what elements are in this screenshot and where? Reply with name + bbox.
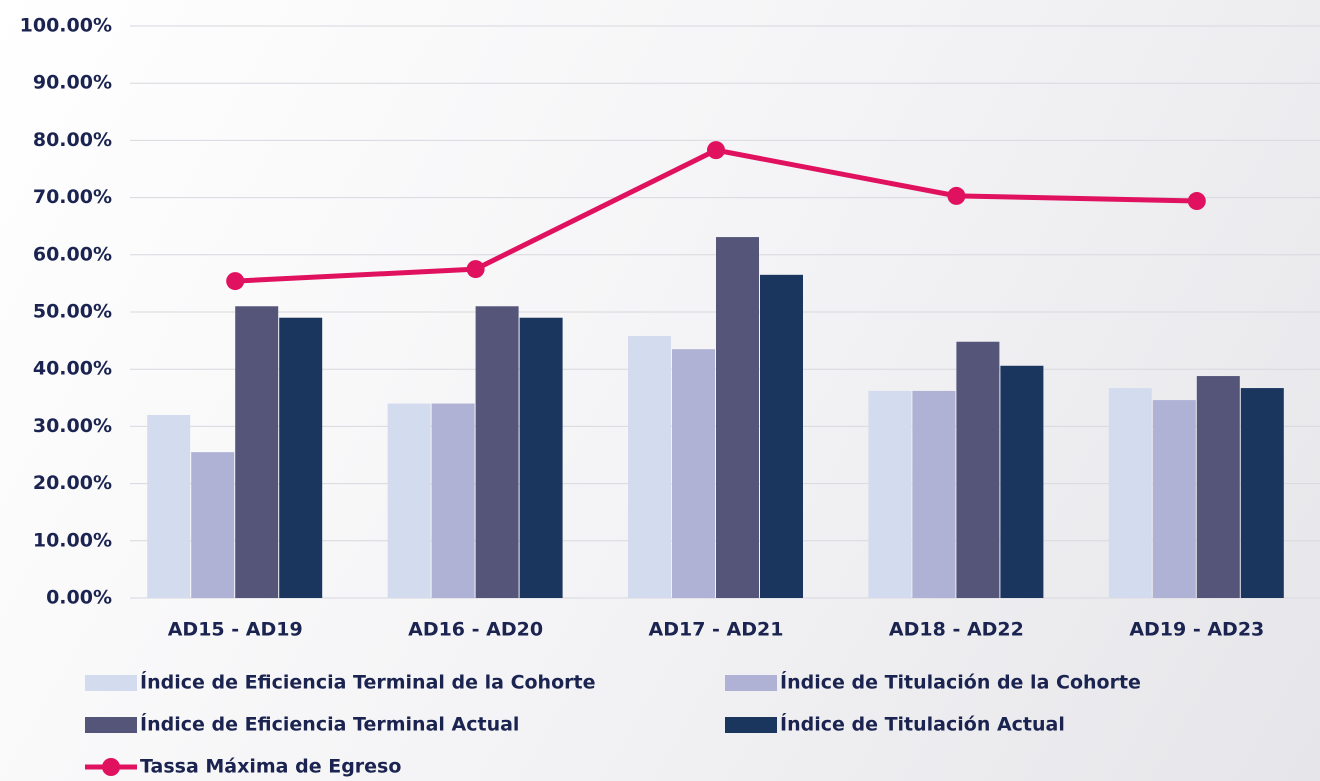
line-point bbox=[947, 186, 966, 205]
y-tick-label: 70.00% bbox=[33, 186, 112, 208]
bar bbox=[628, 336, 671, 598]
y-tick-label: 50.00% bbox=[33, 301, 112, 323]
legend-label: Índice de Titulación Actual bbox=[780, 713, 1065, 736]
x-tick-label: AD16 - AD20 bbox=[408, 619, 543, 641]
bar bbox=[1000, 365, 1044, 598]
legend-label: Índice de Titulación de la Cohorte bbox=[780, 671, 1141, 694]
x-tick-label: AD18 - AD22 bbox=[889, 619, 1024, 641]
bar bbox=[191, 452, 235, 598]
y-tick-label: 80.00% bbox=[33, 129, 112, 151]
legend-swatch bbox=[85, 675, 137, 691]
legend-marker bbox=[102, 758, 120, 776]
x-tick-label: AD19 - AD23 bbox=[1129, 619, 1264, 641]
y-tick-label: 90.00% bbox=[33, 72, 112, 94]
legend-swatch bbox=[85, 717, 137, 733]
bar bbox=[431, 403, 475, 598]
line-point bbox=[466, 260, 485, 279]
legend-swatch bbox=[725, 675, 777, 691]
y-tick-label: 100.00% bbox=[20, 15, 112, 37]
bar bbox=[387, 403, 431, 598]
bar bbox=[956, 341, 1000, 598]
bar bbox=[1196, 376, 1240, 598]
line-point bbox=[707, 141, 725, 160]
legend-label: Índice de Eficiencia Terminal de la Coho… bbox=[140, 671, 595, 694]
bar bbox=[760, 274, 803, 598]
x-tick-label: AD17 - AD21 bbox=[649, 619, 784, 641]
y-tick-label: 60.00% bbox=[33, 243, 112, 265]
y-tick-label: 10.00% bbox=[33, 529, 112, 551]
bar bbox=[519, 317, 563, 598]
line-point bbox=[226, 272, 245, 291]
bar bbox=[912, 390, 956, 598]
line-point bbox=[1187, 192, 1206, 211]
bar bbox=[1152, 400, 1196, 598]
bar bbox=[1240, 388, 1284, 598]
legend-label: Índice de Eficiencia Terminal Actual bbox=[140, 713, 519, 736]
bar bbox=[235, 306, 279, 598]
y-tick-label: 30.00% bbox=[33, 415, 112, 437]
y-tick-label: 40.00% bbox=[33, 358, 112, 380]
bar bbox=[147, 414, 191, 598]
y-tick-label: 20.00% bbox=[33, 472, 112, 494]
bar bbox=[279, 317, 323, 598]
bar bbox=[672, 349, 715, 598]
bar bbox=[1108, 388, 1152, 598]
bar bbox=[716, 237, 759, 598]
y-tick-label: 0.00% bbox=[46, 587, 112, 609]
legend-label: Tassa Máxima de Egreso bbox=[140, 756, 401, 778]
x-tick-label: AD15 - AD19 bbox=[168, 619, 303, 641]
legend-swatch bbox=[725, 717, 777, 733]
bar bbox=[868, 390, 912, 598]
bar bbox=[475, 306, 519, 598]
